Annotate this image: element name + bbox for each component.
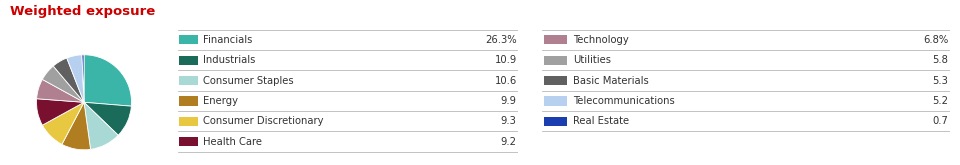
- Text: Basic Materials: Basic Materials: [573, 76, 649, 86]
- Wedge shape: [42, 102, 84, 144]
- Bar: [180, 56, 198, 65]
- Text: 6.8%: 6.8%: [924, 35, 948, 45]
- Wedge shape: [67, 55, 84, 102]
- Wedge shape: [61, 102, 90, 150]
- Bar: [180, 96, 198, 105]
- Wedge shape: [36, 79, 84, 102]
- Bar: [180, 35, 198, 44]
- Text: Industrials: Industrials: [204, 55, 255, 65]
- Text: Consumer Discretionary: Consumer Discretionary: [204, 116, 324, 126]
- Text: Energy: Energy: [204, 96, 238, 106]
- Text: Telecommunications: Telecommunications: [573, 96, 675, 106]
- Bar: [544, 35, 566, 44]
- Wedge shape: [53, 58, 84, 102]
- Text: Health Care: Health Care: [204, 137, 262, 147]
- Bar: [544, 56, 566, 65]
- Text: 26.3%: 26.3%: [485, 35, 516, 45]
- Text: 0.7: 0.7: [932, 116, 948, 126]
- Text: Utilities: Utilities: [573, 55, 611, 65]
- Text: 10.9: 10.9: [494, 55, 516, 65]
- Wedge shape: [84, 102, 118, 149]
- Bar: [180, 76, 198, 85]
- Text: 5.2: 5.2: [932, 96, 948, 106]
- Text: Consumer Staples: Consumer Staples: [204, 76, 294, 86]
- Text: 9.3: 9.3: [501, 116, 516, 126]
- Wedge shape: [84, 55, 132, 106]
- Text: 9.2: 9.2: [501, 137, 516, 147]
- Wedge shape: [36, 99, 84, 125]
- Text: 10.6: 10.6: [494, 76, 516, 86]
- Text: Technology: Technology: [573, 35, 629, 45]
- Text: Financials: Financials: [204, 35, 252, 45]
- Bar: [544, 76, 566, 85]
- Wedge shape: [42, 66, 84, 102]
- Text: Real Estate: Real Estate: [573, 116, 629, 126]
- Text: 5.3: 5.3: [932, 76, 948, 86]
- Wedge shape: [84, 102, 132, 135]
- Text: 5.8: 5.8: [932, 55, 948, 65]
- Wedge shape: [82, 55, 84, 102]
- Text: 9.9: 9.9: [501, 96, 516, 106]
- Bar: [180, 137, 198, 146]
- Bar: [180, 117, 198, 126]
- Bar: [544, 96, 566, 105]
- Text: Weighted exposure: Weighted exposure: [10, 5, 155, 18]
- Bar: [544, 117, 566, 126]
